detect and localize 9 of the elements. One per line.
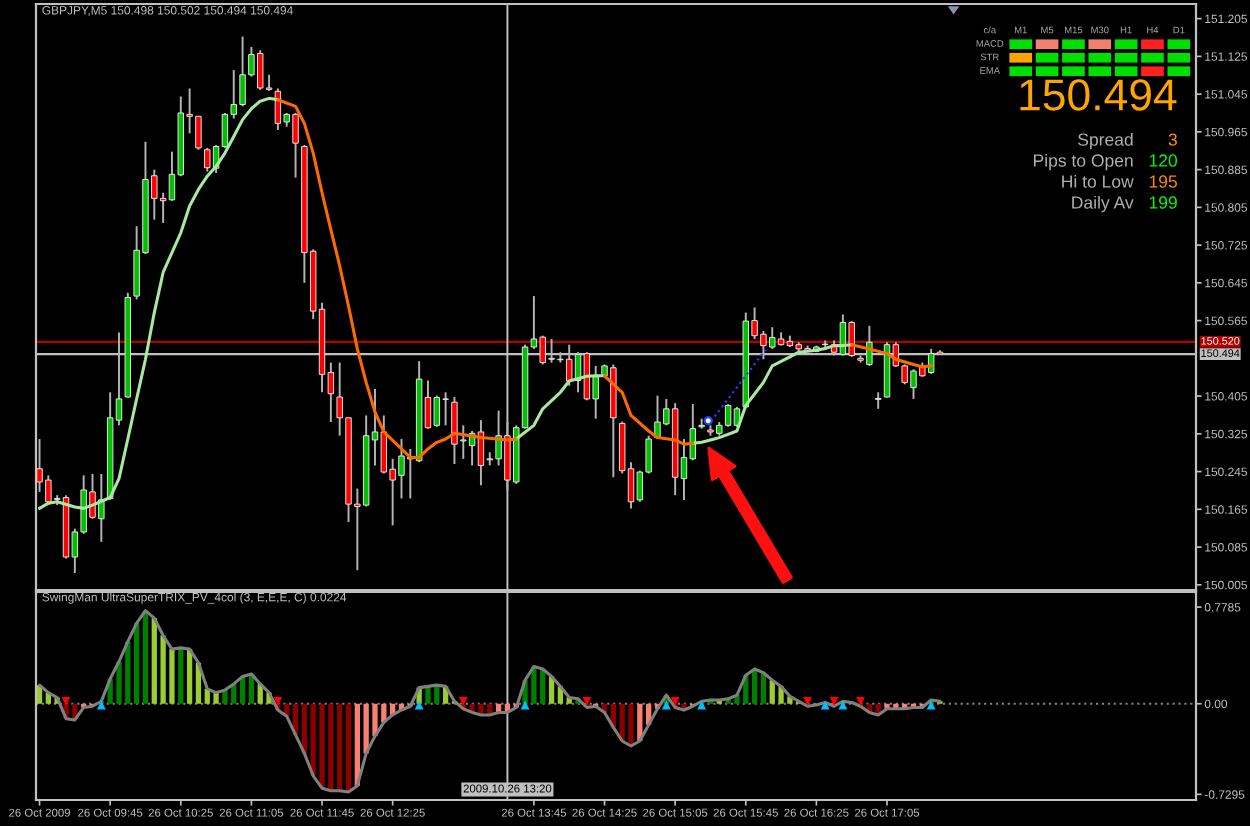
data-label: 195 [1149,175,1177,188]
data-label: 3 [1168,133,1177,146]
category-label: Hi to Low [1062,174,1134,188]
category-label: Spread [1078,132,1133,150]
category-label: Daily Av [1072,195,1134,213]
data-label: 120 [1149,154,1178,167]
text: 150.494 [1020,79,1177,111]
category-label: Pips to Open [1033,153,1133,171]
data-label: 199 [1149,196,1177,209]
